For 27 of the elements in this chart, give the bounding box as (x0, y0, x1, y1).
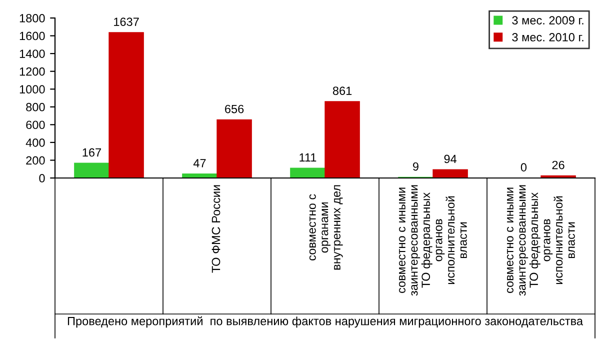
x-tick-label: совместно с органами внутренних дел (309, 185, 343, 270)
y-tick-label: 1400 (20, 50, 45, 58)
data-label: 861 (332, 86, 352, 95)
y-tick-label: 1000 (20, 85, 45, 94)
data-label: 1637 (114, 18, 139, 26)
y-tick-label: 1800 (20, 14, 45, 22)
data-label: 656 (225, 104, 244, 114)
y-tick-label: 1600 (20, 32, 45, 40)
y-tick-label: 600 (26, 120, 45, 130)
data-label: 9 (412, 162, 418, 171)
y-tick-label: 800 (26, 102, 45, 112)
data-label: 167 (82, 148, 101, 157)
y-tick-label: 400 (26, 138, 45, 147)
y-tick-label: 200 (26, 156, 45, 165)
data-label: 0 (520, 163, 527, 172)
data-label: 94 (444, 154, 456, 164)
data-label: 26 (552, 160, 564, 170)
legend-label: 3 мес. 2010 г. (512, 33, 584, 42)
x-axis-title: Проведено мероприятий по выявлению фактов нарушения миграционного законодательства (68, 316, 584, 328)
x-tick-label: ТО ФМС России (212, 185, 220, 273)
x-tick-label: совместно с иными заинтересованными ТО федеральных органов исполнительной власти (506, 185, 575, 296)
x-tick-label: совместно с иными заинтересованными ТО федеральных органов исполнительной власти (398, 185, 467, 296)
data-label: 47 (193, 159, 206, 168)
data-label: 111 (300, 153, 316, 162)
y-tick-label: 0 (39, 174, 45, 182)
legend-label: 3 мес. 2009 г. (512, 16, 584, 24)
y-tick-label: 1200 (20, 67, 45, 76)
